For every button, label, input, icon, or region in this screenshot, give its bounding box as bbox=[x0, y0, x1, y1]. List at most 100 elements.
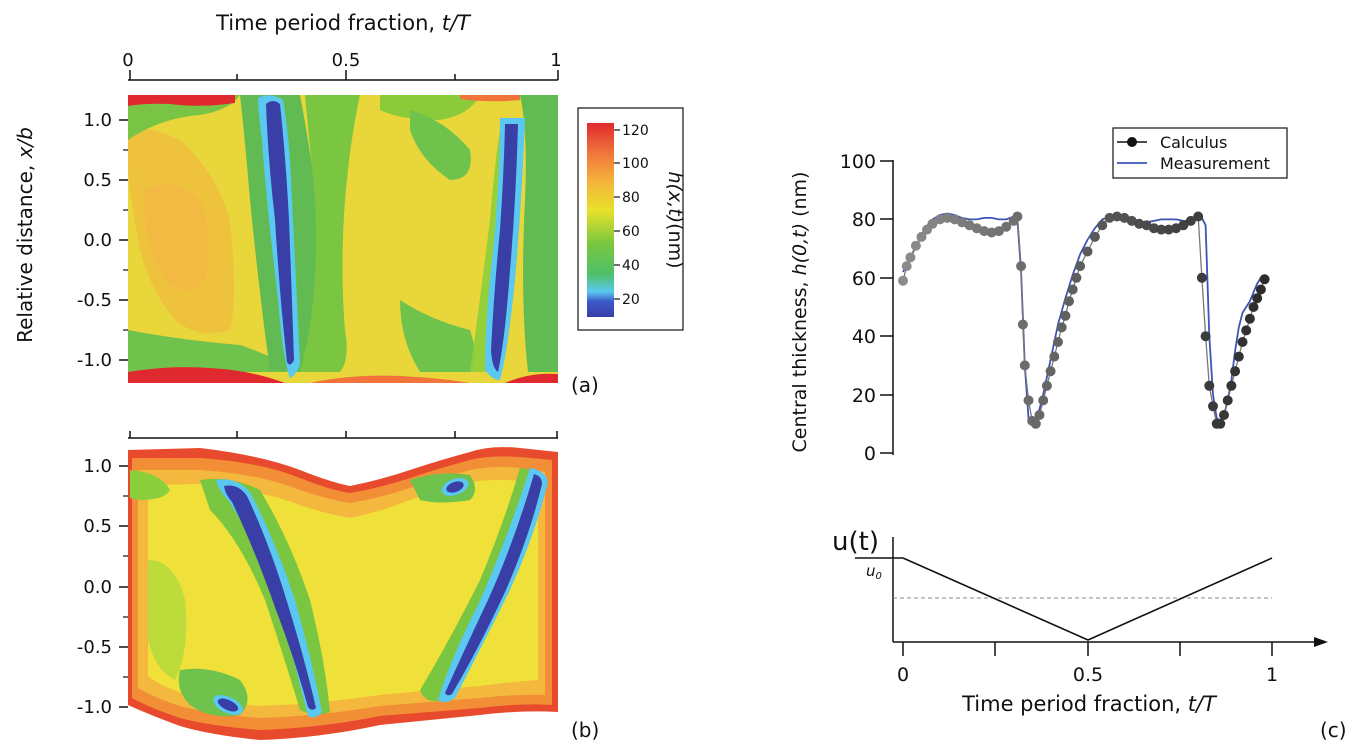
a-y-tick-label-m1-0: -1.0 bbox=[77, 350, 112, 371]
calculus-point bbox=[1178, 220, 1189, 231]
calculus-point bbox=[1030, 418, 1041, 429]
calculus-point bbox=[927, 218, 938, 229]
calculus-point bbox=[1038, 395, 1049, 406]
panel-a-y-ticks bbox=[119, 119, 128, 361]
calculus-point bbox=[1208, 401, 1218, 412]
calculus-point bbox=[1034, 410, 1045, 420]
calculus-point bbox=[1045, 366, 1056, 377]
b-y-tick-label-0-0: 0.0 bbox=[83, 577, 112, 598]
c-y-tick-40: 40 bbox=[852, 326, 876, 348]
calculus-point bbox=[1255, 284, 1266, 295]
calculus-point bbox=[1053, 337, 1063, 347]
a-y-tick-label-0-0: 0.0 bbox=[83, 230, 112, 251]
colorbar-title: h(x,t)(nm) bbox=[664, 172, 686, 269]
colorbar: 120 100 80 60 40 20 h(x,t)(nm) bbox=[577, 107, 686, 331]
calculus-point bbox=[901, 261, 912, 272]
calculus-point bbox=[1089, 231, 1100, 242]
calculus-point bbox=[1067, 284, 1078, 295]
calculus-point bbox=[1222, 395, 1233, 406]
c-y-tick-60: 60 bbox=[852, 268, 876, 290]
calculus-point bbox=[1001, 221, 1012, 232]
colorbar-tick-40: 40 bbox=[622, 258, 640, 274]
calculus-point bbox=[1193, 211, 1204, 222]
calculus-point bbox=[1241, 325, 1252, 336]
legend: Calculus Measurement bbox=[1112, 127, 1288, 179]
inset-x-ticks bbox=[902, 642, 1273, 656]
calculus-point bbox=[1104, 212, 1115, 223]
panel-a: Time period fraction, t/T 0 0.5 1 bbox=[13, 11, 686, 397]
calculus-point bbox=[934, 214, 945, 225]
calculus-point bbox=[1049, 351, 1060, 362]
calculus-point bbox=[1016, 261, 1027, 272]
calculus-point bbox=[1056, 322, 1067, 333]
a-y-tick-label-0-5: 0.5 bbox=[83, 170, 112, 191]
calculus-point bbox=[1237, 337, 1248, 347]
calculus-point bbox=[905, 252, 916, 263]
panel-c-label: (c) bbox=[1320, 718, 1347, 742]
colorbar-gradient bbox=[587, 123, 614, 317]
calculus-point bbox=[1204, 380, 1215, 391]
calculus-point bbox=[1041, 380, 1052, 391]
calculus-point bbox=[916, 231, 927, 242]
panel-b-top-ticks bbox=[129, 431, 558, 438]
calculus-point bbox=[1156, 224, 1167, 235]
x-axis-arrow-icon bbox=[1314, 637, 1328, 647]
calculus-point bbox=[898, 275, 908, 286]
panel-b-label: (b) bbox=[571, 718, 599, 742]
calculus-point bbox=[1097, 220, 1108, 231]
calculus-point bbox=[1012, 211, 1023, 222]
calculus-points bbox=[898, 211, 1270, 429]
panel-a-label: (a) bbox=[571, 373, 599, 397]
u-inset: u(t) u0 0 0.5 1 Time period fraction, t/… bbox=[832, 527, 1328, 716]
b-y-tick-label-0-5: 0.5 bbox=[83, 516, 112, 537]
b-y-tick-label-m1-0: -1.0 bbox=[77, 697, 112, 718]
panel-a-top-ticks bbox=[129, 70, 559, 80]
calculus-point bbox=[993, 226, 1004, 237]
legend-calculus-marker bbox=[1127, 137, 1137, 147]
colorbar-tick-60: 60 bbox=[622, 224, 640, 240]
top-tick-label-1: 1 bbox=[550, 50, 561, 71]
c-y-tick-80: 80 bbox=[852, 209, 876, 231]
top-tick-label-0: 0 bbox=[122, 50, 133, 71]
panel-c-x-axis-title: Time period fraction, t/T bbox=[961, 692, 1218, 716]
panel-a-y-axis-title: Relative distance, x/b bbox=[13, 127, 37, 343]
calculus-point bbox=[910, 240, 921, 251]
c-x-tick-1: 1 bbox=[1266, 664, 1278, 686]
calculus-point bbox=[1259, 274, 1270, 285]
calculus-point bbox=[1071, 272, 1082, 283]
colorbar-tick-120: 120 bbox=[622, 123, 649, 139]
heatmap-b bbox=[128, 447, 558, 740]
inset-u-curve bbox=[902, 557, 1273, 641]
calculus-point bbox=[1200, 331, 1211, 342]
panel-c-y-ticks bbox=[880, 160, 893, 454]
calculus-point bbox=[1060, 310, 1071, 321]
heatmap-a bbox=[128, 95, 558, 383]
panel-c-y-axis-title: Central thickness, h(0,t) (nm) bbox=[789, 172, 811, 453]
inset-y-label: u(t) bbox=[832, 527, 879, 557]
calculus-point bbox=[1075, 261, 1086, 272]
calculus-point bbox=[1230, 366, 1241, 377]
calculus-point bbox=[1219, 410, 1229, 420]
b-y-tick-label-m0-5: -0.5 bbox=[77, 637, 112, 658]
calculus-point bbox=[1248, 302, 1259, 312]
a-y-tick-label-m0-5: -0.5 bbox=[77, 290, 112, 311]
a-y-tick-label-1-0: 1.0 bbox=[83, 110, 112, 131]
calculus-point bbox=[1023, 395, 1034, 406]
calculus-point bbox=[1017, 319, 1028, 330]
calculus-point bbox=[1196, 272, 1207, 283]
inset-u0-label: u0 bbox=[866, 562, 882, 582]
c-x-tick-0-5: 0.5 bbox=[1073, 664, 1103, 686]
calculus-point bbox=[1215, 418, 1226, 429]
c-x-tick-0: 0 bbox=[897, 664, 909, 686]
top-tick-label-0-5: 0.5 bbox=[332, 50, 361, 71]
legend-measurement-label: Measurement bbox=[1160, 154, 1270, 173]
calculus-point bbox=[1112, 211, 1122, 222]
calculus-point bbox=[942, 212, 953, 223]
calculus-point bbox=[979, 226, 990, 237]
c-y-tick-100: 100 bbox=[840, 151, 876, 173]
panel-c: 100 80 60 40 20 0 Central thickness, h(0… bbox=[789, 127, 1347, 742]
colorbar-tick-20: 20 bbox=[622, 292, 640, 308]
calculus-point bbox=[1252, 293, 1263, 304]
c-y-tick-0: 0 bbox=[864, 443, 876, 465]
